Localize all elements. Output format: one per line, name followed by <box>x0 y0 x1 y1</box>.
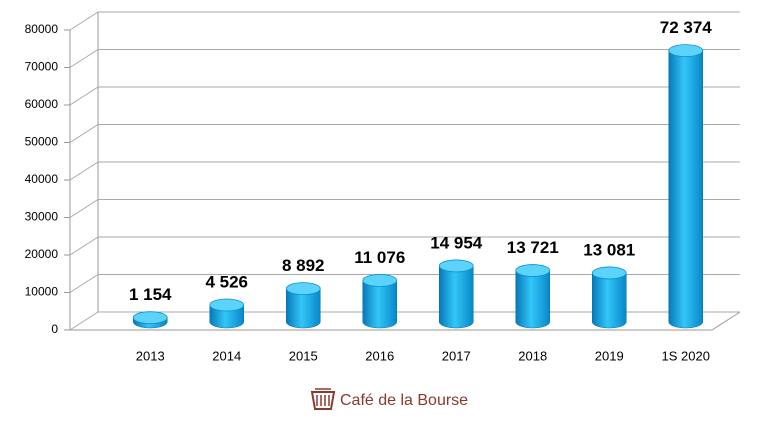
value-label: 13 081 <box>583 240 635 259</box>
bar <box>439 265 474 329</box>
x-tick-label: 2013 <box>136 348 165 363</box>
bar-top <box>209 298 245 312</box>
value-label: 4 526 <box>205 273 248 292</box>
grid-line <box>69 311 740 331</box>
y-tick-label: 50000 <box>25 135 59 149</box>
footer-text: Café de la Bourse <box>340 392 468 409</box>
y-tick-label: 30000 <box>25 210 59 224</box>
x-tick-label: 2016 <box>365 348 394 363</box>
grid-line <box>69 199 740 218</box>
grid-line <box>69 161 740 181</box>
value-label: 13 721 <box>507 238 559 257</box>
bar <box>286 288 321 329</box>
logo-lines <box>315 388 331 406</box>
grid-line <box>69 49 740 68</box>
x-tick-label: 2019 <box>595 348 624 363</box>
grid-line <box>69 11 740 31</box>
floor-edge <box>70 311 741 331</box>
y-tick-label: 20000 <box>25 247 59 261</box>
y-tick-label: 0 <box>51 322 58 336</box>
x-tick-label: 1S 2020 <box>662 348 710 363</box>
value-label: 11 076 <box>354 248 405 267</box>
y-tick-label: 40000 <box>25 172 59 186</box>
value-label: 8 892 <box>282 256 325 275</box>
bar <box>362 280 397 329</box>
y-tick-label: 10000 <box>25 285 59 299</box>
y-tick-label: 80000 <box>25 22 59 36</box>
bar <box>592 272 627 329</box>
grid-line <box>69 86 740 106</box>
bar-top <box>362 274 398 287</box>
bar <box>515 270 550 329</box>
bar-top <box>438 259 474 273</box>
value-label: 14 954 <box>430 233 483 252</box>
bar <box>209 304 244 329</box>
value-label: 1 154 <box>129 285 172 304</box>
grid-line <box>69 124 740 143</box>
bar-top <box>591 266 627 280</box>
x-tick-label: 2018 <box>518 348 547 363</box>
bar <box>668 50 703 329</box>
bar-top <box>285 282 321 296</box>
x-tick-label: 2014 <box>212 348 241 363</box>
grid-line <box>69 236 740 256</box>
value-label: 72 374 <box>660 18 713 37</box>
bar-top <box>132 311 168 325</box>
footer-logo: Café de la Bourse <box>310 388 468 410</box>
x-tick-label: 2015 <box>289 348 318 363</box>
y-tick-label: 70000 <box>25 60 59 74</box>
bar-top <box>515 264 551 277</box>
bar-top <box>668 44 704 57</box>
logo-basket <box>310 391 336 410</box>
y-tick-label: 60000 <box>25 97 59 111</box>
x-tick-label: 2017 <box>442 348 471 363</box>
axes <box>69 12 741 331</box>
